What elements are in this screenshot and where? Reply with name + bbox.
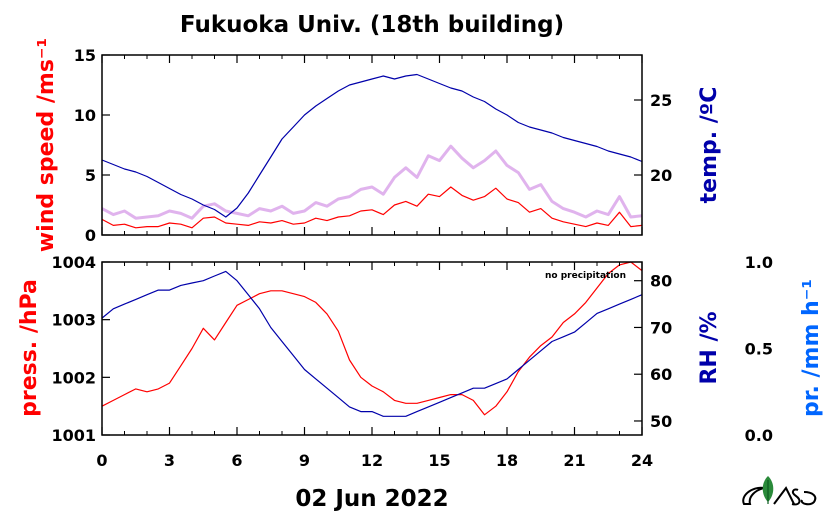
no-precipitation-note: no precipitation [545, 271, 626, 281]
x-tick-label: 21 [563, 451, 585, 470]
humidity-axis-label: RH /% [697, 311, 722, 384]
temperature-line [101, 73, 643, 218]
precipitation-axis-label: pr. /mm h⁻¹ [799, 279, 824, 417]
wind-speed-line [101, 186, 643, 229]
x-tick-label: 0 [96, 451, 107, 470]
x-tick-label: 12 [361, 451, 383, 470]
institution-logo [742, 476, 817, 506]
chart-title: Fukuoka Univ. (18th building) [180, 12, 564, 38]
y-right-tick-label: 80 [650, 272, 672, 291]
x-tick-label: 6 [231, 451, 242, 470]
y-left-tick-label: 1002 [51, 368, 96, 387]
x-tick-label: 3 [164, 451, 175, 470]
pressure-axis-label: press. /hPa [17, 279, 42, 417]
y-right-tick-label: 60 [650, 365, 672, 384]
wind-gust-band-line [101, 144, 643, 220]
precip-tick-label: 1.0 [745, 253, 773, 272]
y-right-tick-label: 50 [650, 412, 672, 431]
wind-speed-axis-label: wind speed /ms⁻¹ [34, 38, 59, 252]
x-tick-label: 18 [496, 451, 518, 470]
precip-tick-label: 0.0 [745, 426, 773, 445]
x-tick-label: 24 [631, 451, 653, 470]
pressure-line [101, 261, 643, 416]
axis-ticks: 0 3 6 9 12 15 18 21 24 0 5 10 15 20 25 1001 1002 1003 1004… [51, 46, 773, 470]
x-tick-label: 15 [428, 451, 450, 470]
y-left-tick-label: 15 [74, 46, 96, 65]
y-left-tick-label: 1003 [51, 311, 96, 330]
temperature-axis-label: temp. /ºC [697, 87, 722, 204]
x-tick-label: 9 [299, 451, 310, 470]
y-left-tick-label: 0 [85, 226, 96, 245]
y-right-tick-label: 25 [650, 91, 672, 110]
pressure-humidity-series [101, 261, 643, 417]
y-left-tick-label: 5 [85, 166, 96, 185]
humidity-line [101, 270, 643, 417]
y-left-tick-label: 10 [74, 106, 96, 125]
y-left-tick-label: 1004 [51, 253, 96, 272]
wind-temperature-series [101, 73, 643, 229]
y-right-tick-label: 20 [650, 166, 672, 185]
y-left-tick-label: 1001 [51, 426, 96, 445]
precip-tick-label: 0.5 [745, 340, 773, 359]
y-right-tick-label: 70 [650, 318, 672, 337]
date-label: 02 Jun 2022 [295, 486, 448, 512]
